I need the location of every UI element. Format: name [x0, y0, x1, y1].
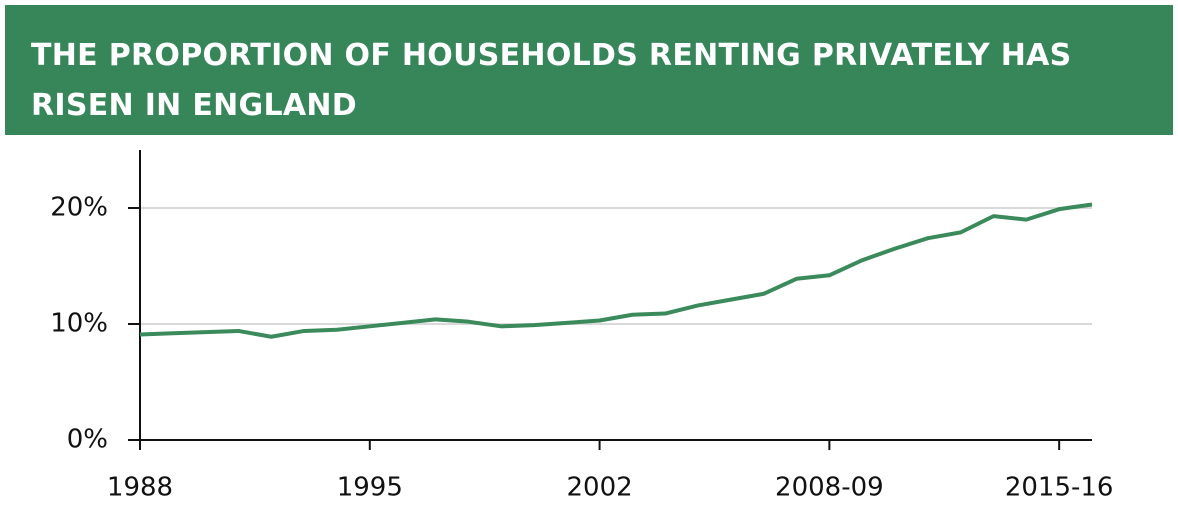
line [139, 202, 1093, 339]
x-tick-label: 1988 [107, 473, 173, 503]
header: THE PROPORTION OF HOUSEHOLDS RENTING PRI… [5, 5, 1173, 135]
x-tick-label: 2002 [567, 473, 633, 503]
x-tick-label: 1995 [337, 473, 403, 503]
y-tick-label: 10% [50, 309, 108, 339]
y-tick-label: 0% [67, 425, 108, 455]
y-tick-label: 20% [50, 193, 108, 223]
x-tick-label: 2015-16 [1005, 473, 1114, 503]
chart-title: THE PROPORTION OF HOUSEHOLDS RENTING PRI… [31, 38, 1072, 123]
x-tick-label: 2008-09 [775, 473, 884, 503]
